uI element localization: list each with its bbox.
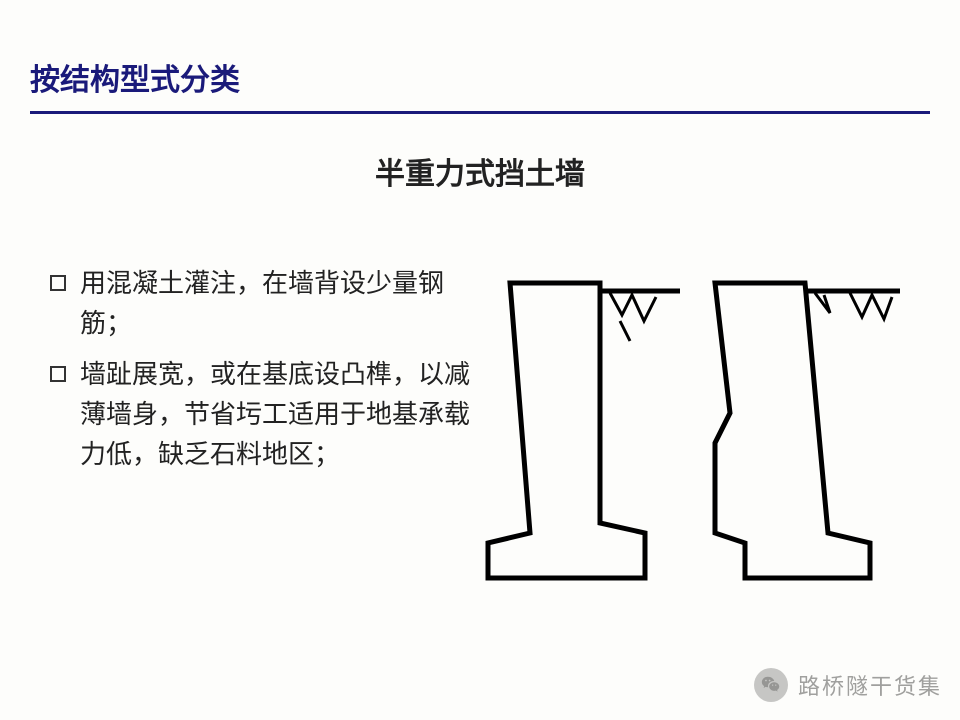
subtitle: 半重力式挡土墙 bbox=[0, 149, 960, 193]
list-item: 墙趾展宽，或在基底设凸榫，以减薄墙身，节省圬工适用于地基承载力低，缺乏石料地区； bbox=[50, 354, 490, 475]
diagram-svg bbox=[470, 243, 930, 603]
header-rule bbox=[30, 111, 930, 114]
watermark: 路桥隧干货集 bbox=[754, 668, 942, 702]
square-bullet-icon bbox=[50, 366, 66, 382]
square-bullet-icon bbox=[50, 275, 66, 291]
watermark-label: 路桥隧干货集 bbox=[798, 669, 942, 701]
header: 按结构型式分类 bbox=[0, 0, 960, 124]
bullet-text: 墙趾展宽，或在基底设凸榫，以减薄墙身，节省圬工适用于地基承载力低，缺乏石料地区； bbox=[80, 354, 490, 475]
list-item: 用混凝土灌注，在墙背设少量钢筋； bbox=[50, 263, 490, 344]
retaining-wall-diagram bbox=[470, 243, 950, 603]
wechat-icon bbox=[754, 668, 788, 702]
content-area: 用混凝土灌注，在墙背设少量钢筋； 墙趾展宽，或在基底设凸榫，以减薄墙身，节省圬工… bbox=[0, 193, 960, 603]
page-title: 按结构型式分类 bbox=[30, 55, 930, 109]
bullet-list: 用混凝土灌注，在墙背设少量钢筋； 墙趾展宽，或在基底设凸榫，以减薄墙身，节省圬工… bbox=[50, 263, 490, 484]
bullet-text: 用混凝土灌注，在墙背设少量钢筋； bbox=[80, 263, 490, 344]
